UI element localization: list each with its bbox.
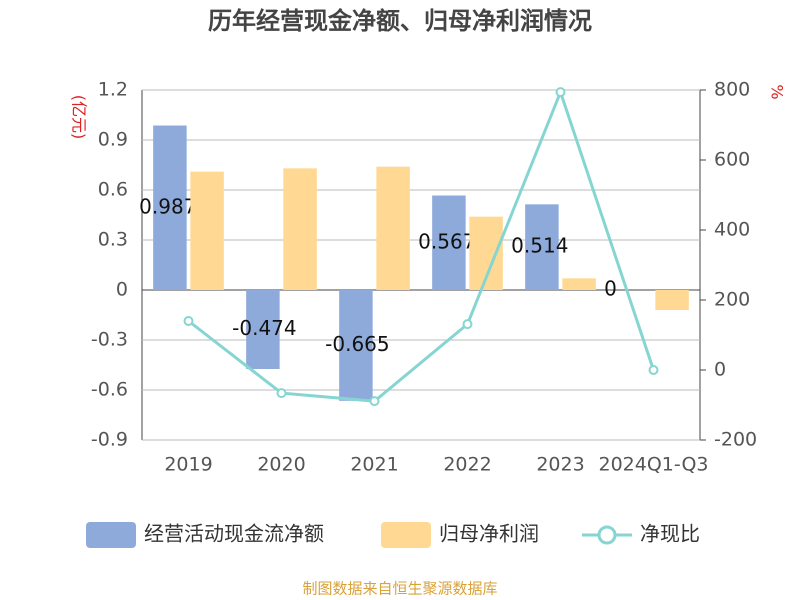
y2-tick-label: 400 — [714, 219, 750, 241]
line-point — [183, 316, 194, 326]
line-point — [369, 396, 380, 407]
bar — [376, 166, 410, 290]
y2-tick-label: -200 — [714, 429, 757, 451]
y-tick-label: 0.3 — [98, 229, 128, 251]
x-tick-label: 2024Q1-Q3 — [599, 454, 709, 476]
bar — [246, 290, 280, 369]
y-tick-label: -0.6 — [91, 379, 128, 401]
data-label: 0 — [604, 277, 617, 301]
y-tick-label: 0.6 — [98, 179, 128, 201]
x-tick-label: 2021 — [350, 454, 398, 476]
y2-tick-label: 200 — [714, 289, 750, 311]
bar — [432, 195, 466, 290]
data-label: -0.474 — [232, 316, 296, 340]
chart-title: 历年经营现金净额、归母净利润情况 — [208, 7, 592, 35]
bar — [562, 278, 596, 290]
bar — [190, 171, 224, 290]
data-label: 0.987 — [139, 194, 196, 218]
legend-label: 净现比 — [640, 522, 700, 546]
y-tick-label: -0.9 — [91, 429, 128, 451]
data-label: 0.514 — [511, 234, 568, 258]
y-tick-label: -0.3 — [91, 329, 128, 351]
x-tick-label: 2023 — [536, 454, 584, 476]
line-point — [648, 365, 659, 375]
data-label: -0.665 — [325, 332, 389, 356]
bar — [153, 125, 187, 290]
y2-tick-label: 800 — [714, 79, 750, 101]
data-label: 0.567 — [418, 229, 475, 253]
y-tick-label: 0 — [116, 279, 128, 301]
legend-swatch — [381, 522, 431, 548]
x-tick-label: 2019 — [164, 454, 212, 476]
y-tick-label: 0.9 — [98, 129, 128, 151]
line-point — [462, 319, 473, 330]
line — [187, 87, 655, 403]
legend-swatch — [597, 525, 617, 545]
legend-label: 经营活动现金流净额 — [144, 522, 324, 546]
y2-tick-label: 0 — [714, 359, 726, 381]
bar — [283, 168, 317, 290]
legend-label: 归母净利润 — [439, 522, 539, 546]
y-axis-label: (亿元) — [70, 95, 89, 140]
bar — [339, 290, 373, 401]
legend-swatch — [86, 522, 136, 548]
y-tick-label: 1.2 — [98, 79, 128, 101]
line-point — [555, 87, 566, 98]
line-point — [276, 388, 287, 399]
y2-tick-label: 600 — [714, 149, 750, 171]
bar — [525, 204, 559, 290]
y2-axis-label: % — [768, 84, 787, 99]
footer: 制图数据来自恒生聚源数据库 — [302, 580, 497, 598]
bar — [655, 290, 689, 310]
x-tick-label: 2022 — [443, 454, 491, 476]
x-tick-label: 2020 — [257, 454, 305, 476]
